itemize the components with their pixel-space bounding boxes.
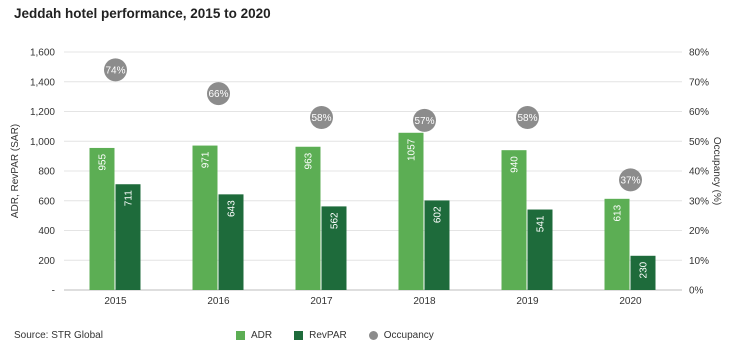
chart-title: Jeddah hotel performance, 2015 to 2020 [14, 6, 271, 21]
bar-revpar [115, 184, 141, 290]
y2-tick-label: 10% [689, 256, 709, 267]
legend-swatch-adr [236, 331, 245, 340]
bar-revpar [321, 206, 347, 290]
x-tick-label: 2015 [104, 296, 127, 307]
legend-swatch-occupancy [368, 331, 378, 340]
bar-value-label: 602 [433, 206, 444, 223]
y-axis-ticks: - 200 400 600 800 1,000 1,200 1,400 1,600 [30, 48, 55, 297]
occupancy-label: 37% [620, 175, 640, 186]
bar-value-label: 940 [510, 156, 521, 173]
bar-value-label: 971 [201, 151, 212, 168]
occupancy-label: 58% [311, 113, 331, 124]
legend-item-occupancy: Occupancy [368, 330, 434, 341]
legend-label-revpar: RevPAR [309, 330, 347, 341]
y-tick-label: 1,200 [30, 107, 55, 118]
bar-adr [192, 145, 218, 290]
legend-label-occupancy: Occupancy [383, 330, 434, 341]
bar-value-label: 230 [639, 261, 650, 278]
bar-value-label: 963 [304, 152, 315, 169]
y-axis-label: ADR, RevPAR (SAR) [10, 124, 21, 218]
source-note: Source: STR Global [14, 330, 103, 341]
bar-adr [604, 198, 630, 290]
y-tick-label: 600 [38, 196, 55, 207]
bar-value-label: 711 [124, 190, 135, 206]
occupancy-label: 66% [208, 89, 228, 100]
y-tick-label: - [52, 286, 55, 297]
occupancy-label: 74% [105, 65, 125, 76]
occupancy-marker [207, 82, 230, 106]
legend-swatch-revpar [294, 331, 304, 340]
bars: 955 711 971 643 963 562 1057 602 940 541 613 230 [89, 132, 656, 290]
bar-adr [89, 147, 115, 290]
occupancy-markers: 74% 66% 58% 57% 58% 37% [104, 58, 642, 192]
bar-value-label: 562 [330, 212, 341, 229]
y-tick-label: 1,400 [30, 77, 55, 88]
bar-adr [295, 146, 321, 290]
x-tick-label: 2019 [516, 296, 539, 307]
bar-revpar [527, 209, 553, 290]
y-tick-label: 400 [38, 226, 55, 237]
bar-value-label: 955 [98, 154, 109, 171]
occupancy-marker [104, 58, 127, 82]
y-tick-label: 200 [38, 256, 55, 267]
y2-tick-label: 0% [689, 286, 704, 297]
x-tick-label: 2018 [413, 296, 436, 307]
bar-adr [501, 150, 527, 290]
bar-revpar [424, 200, 450, 290]
y2-tick-label: 40% [689, 167, 709, 178]
occupancy-label: 58% [517, 113, 537, 124]
occupancy-marker [310, 105, 333, 129]
y-tick-label: 800 [38, 167, 55, 178]
x-tick-label: 2020 [619, 296, 642, 307]
bar-revpar [218, 194, 244, 290]
bar-adr [398, 132, 424, 290]
bar-value-label: 643 [227, 200, 238, 217]
occupancy-marker [516, 105, 539, 129]
bar-revpar [630, 255, 656, 290]
y-tick-label: 1,600 [30, 48, 55, 59]
gridlines [64, 51, 682, 291]
occupancy-label: 57% [414, 116, 434, 127]
y2-tick-label: 60% [689, 107, 709, 118]
y2-tick-label: 50% [689, 137, 709, 148]
legend-item-revpar: RevPAR [294, 330, 347, 341]
legend-item-adr: ADR [236, 330, 272, 341]
y2-tick-label: 80% [689, 48, 709, 59]
legend: ADR RevPAR Occupancy [236, 330, 434, 341]
y2-tick-label: 20% [689, 226, 709, 237]
bar-value-label: 613 [613, 204, 624, 221]
y2-tick-label: 70% [689, 77, 709, 88]
legend-label-adr: ADR [251, 330, 273, 341]
y-tick-label: 1,000 [30, 137, 55, 148]
x-axis-ticks: 2015 2016 2017 2018 2019 2020 [104, 296, 642, 307]
occupancy-marker [619, 168, 642, 192]
y2-axis-label: Occupancy (%) [711, 137, 722, 205]
bar-value-label: 541 [536, 215, 547, 232]
y2-axis-ticks: 0% 10% 20% 30% 40% 50% 60% 70% 80% [689, 48, 709, 297]
y2-tick-label: 30% [689, 196, 709, 207]
occupancy-marker [413, 108, 436, 132]
bar-chart: - 200 400 600 800 1,000 1,200 1,400 1,600 0% 10% 2… [10, 48, 722, 308]
x-tick-label: 2016 [207, 296, 230, 307]
x-tick-label: 2017 [310, 296, 333, 307]
bar-value-label: 1057 [407, 138, 418, 161]
